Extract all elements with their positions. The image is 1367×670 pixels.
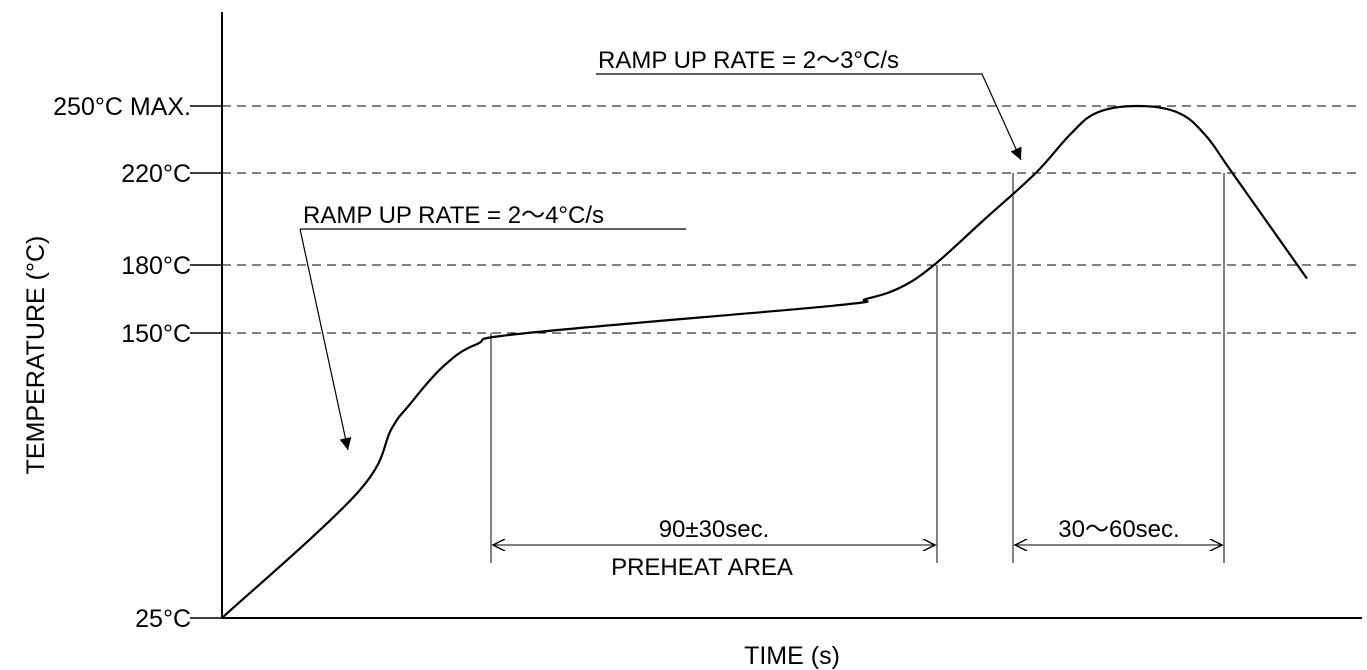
y-tick-label-150: 150°C — [121, 320, 191, 348]
ramp2-label: RAMP UP RATE = 2～3°C/s — [598, 47, 899, 74]
reflow-profile-line — [221, 104, 1308, 619]
y-axis-title: TEMPERATURE (°C) — [22, 236, 50, 475]
preheat-time-label: 90±30sec. — [659, 516, 770, 543]
y-tick-label-25: 25°C — [135, 605, 191, 633]
ramp1-leader-arrow — [299, 228, 352, 451]
peak-time-label: 30～60sec. — [1058, 516, 1179, 543]
y-tick-group: 25°C 150°C 180°C 220°C 250°C MAX. — [53, 93, 191, 633]
y-tick-label-220: 220°C — [121, 160, 191, 188]
ramp1-label: RAMP UP RATE = 2～4°C/s — [303, 202, 604, 229]
extension-lines — [490, 173, 1225, 563]
gridlines — [190, 105, 1362, 619]
y-tick-label-250: 250°C MAX. — [53, 93, 191, 121]
y-tick-label-180: 180°C — [121, 252, 191, 280]
ramp2-leader-arrow — [981, 73, 1022, 161]
preheat-area-label: PREHEAT AREA — [611, 554, 793, 581]
x-axis-title: TIME (s) — [744, 642, 840, 670]
